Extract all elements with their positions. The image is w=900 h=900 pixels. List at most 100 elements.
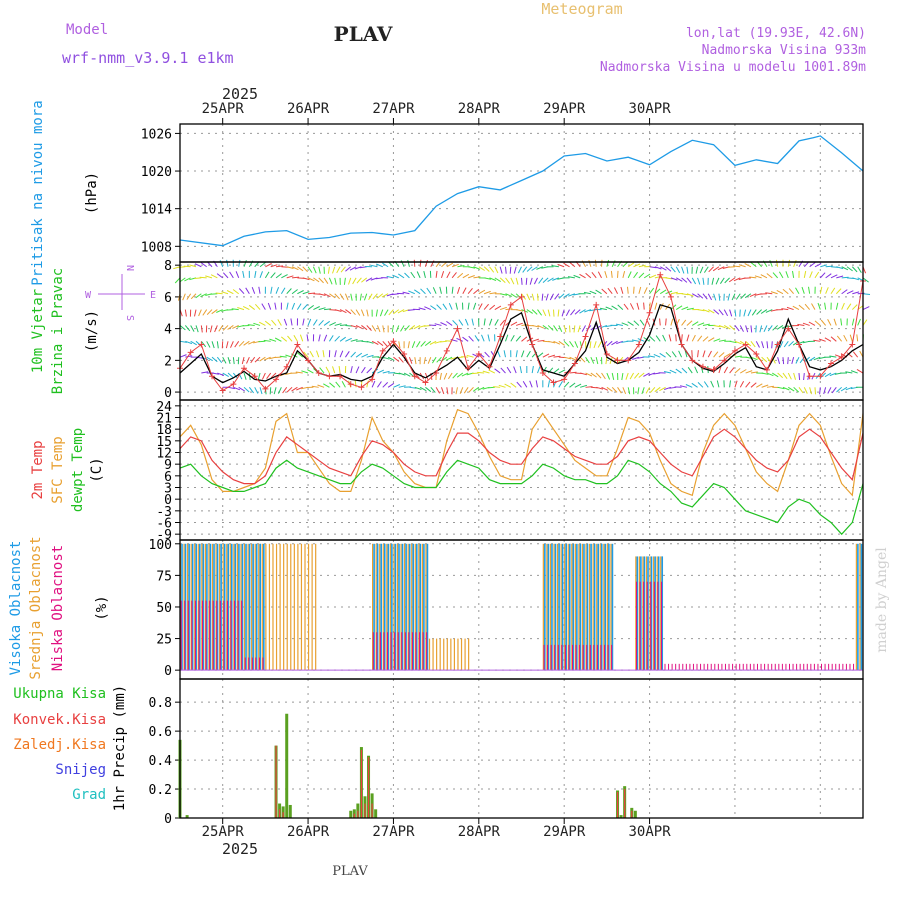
wind-arrow (745, 381, 751, 388)
wind-gust-marker (433, 370, 440, 377)
top-date-label: 26APR (287, 101, 330, 117)
wind-arrow (261, 303, 266, 310)
wind-arrow (307, 304, 314, 310)
wind-arrow (782, 288, 789, 295)
wind-arrow (611, 386, 618, 393)
wind-arrow (627, 271, 632, 279)
top-date-label: 27APR (372, 101, 415, 117)
wind-arrow (862, 306, 870, 311)
wind-arrow (563, 325, 567, 333)
temperature-ytick-label: -6 (156, 517, 172, 532)
wind-arrow (521, 350, 525, 358)
model-label: Model (66, 22, 108, 38)
wind-arrow (440, 387, 445, 395)
bottom-date-label: 26APR (287, 824, 330, 840)
wind-arrow (420, 340, 426, 347)
wind-arrow (291, 386, 298, 392)
wind-arrow (631, 339, 639, 342)
wind-arrow (627, 262, 635, 268)
wind-arrow (382, 262, 389, 268)
wind-arrow (230, 341, 234, 348)
temperature-ytick-label: -9 (156, 528, 172, 543)
wind-arrow (637, 338, 645, 342)
wind-arrow (504, 266, 507, 274)
wind-arrow (283, 318, 288, 326)
wind-arrow (580, 372, 588, 376)
wind-arrow (729, 325, 736, 331)
wind-arrow (754, 275, 762, 279)
wind-arrow (484, 277, 492, 280)
wind-arrow (270, 272, 276, 279)
cloud-ytick-label: 100 (149, 538, 172, 553)
wind-arrow (574, 309, 581, 315)
temperature-ytick-label: -3 (156, 505, 172, 520)
wind-arrow (398, 273, 405, 279)
pressure-ylabel: Pritisak na nivou mora (30, 100, 46, 285)
compass-n: N (124, 265, 135, 271)
wind-arrow (489, 304, 496, 310)
wind-arrow (622, 387, 627, 394)
wind-arrow (649, 287, 655, 295)
wind-arrow (307, 369, 314, 374)
wind-arrow (857, 266, 862, 273)
wind-arrow (274, 337, 282, 342)
wind-arrow (264, 271, 270, 279)
wind-arrow (777, 357, 781, 365)
wind-arrow (473, 276, 481, 279)
wind-arrow (814, 263, 822, 268)
wind-arrow (681, 319, 687, 326)
wind-arrow (418, 307, 426, 311)
wind-arrow (686, 334, 690, 342)
wind-arrow (738, 264, 746, 268)
wind-arrow (729, 367, 735, 374)
wind-arrow (205, 275, 213, 279)
wind-arrow (446, 387, 449, 395)
wind-arrow (537, 352, 544, 358)
wind-gust-marker (593, 301, 600, 308)
wind-arrow (459, 387, 464, 394)
wind-gust-marker (763, 366, 770, 373)
wind-gust-marker (667, 293, 674, 300)
wind-arrow (798, 387, 804, 394)
wind-arrow (329, 382, 336, 388)
wind-arrow (307, 266, 313, 273)
wind-arrow (770, 291, 778, 295)
wind-arrow (255, 303, 261, 310)
temp-ylabel-2: SFC Temp (50, 436, 66, 503)
wind-arrow (702, 277, 705, 285)
wind-arrow (778, 271, 784, 279)
wind-arrow (355, 366, 360, 374)
wind-gust-marker (710, 366, 717, 373)
wind-arrow (195, 325, 199, 333)
wind-arrow (727, 293, 731, 301)
wind-arrow (402, 291, 410, 295)
wind-ylabel-2: Brzina i Pravac (50, 268, 66, 394)
wind-arrow (830, 274, 838, 279)
wind-arrow (334, 350, 337, 358)
wind-arrow (699, 266, 704, 274)
temperature-ytick-label: 3 (164, 482, 172, 497)
wind-arrow (350, 293, 353, 301)
wind-arrow (462, 273, 470, 279)
wind-arrow (296, 386, 303, 391)
wind-arrow (551, 265, 559, 268)
wind-arrow (686, 307, 694, 311)
wind-arrow (515, 335, 522, 342)
wind-arrow (765, 292, 773, 295)
wind-arrow (581, 325, 586, 332)
wind-arrow (184, 277, 191, 282)
wind-arrow (273, 387, 277, 395)
wind-arrow (185, 340, 193, 345)
temperature-ytick-label: 24 (156, 400, 172, 415)
wind-arrow (547, 325, 554, 331)
wind-arrow (574, 383, 582, 388)
wind-gust-marker (454, 325, 461, 332)
wind-arrow (391, 325, 394, 333)
wind-arrow (718, 309, 724, 316)
wind-arrow (718, 366, 722, 374)
wind-arrow (270, 264, 278, 268)
wind-arrow (649, 336, 656, 342)
wind-arrow (366, 325, 372, 331)
wind-arrow (499, 319, 506, 326)
